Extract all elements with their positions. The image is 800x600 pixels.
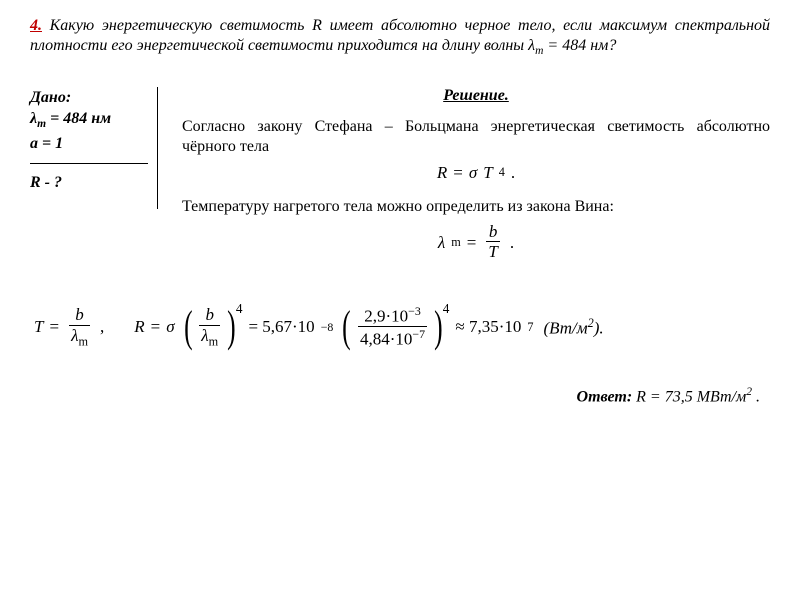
given-title: Дано: <box>30 87 148 109</box>
bl-R: R <box>134 317 144 337</box>
bl-f3-den: 4,84·10−7 <box>358 327 427 350</box>
problem-text-1: Какую энергетическую светимость <box>42 17 312 34</box>
bl-exp1: −8 <box>321 320 334 335</box>
bl-pow4b: 4 <box>443 301 450 317</box>
bl-f1-num: b <box>69 306 90 326</box>
bl-f3-de: −7 <box>412 327 425 341</box>
f1-sigma: σ <box>469 163 477 183</box>
given-divider <box>30 163 148 164</box>
bl-paren1: ( b λm ) 4 <box>181 305 243 349</box>
given-lambda: λm = 484 нм <box>30 108 148 133</box>
answer-dot: . <box>752 388 760 405</box>
bl-f3-na: 2,9·10 <box>364 306 408 325</box>
given-block: Дано: λm = 484 нм a = 1 R - ? <box>30 87 158 195</box>
bl-paren2: ( 2,9·10−3 4,84·10−7 ) 4 <box>339 305 449 350</box>
f1-R: R <box>437 163 447 183</box>
problem-number: 4. <box>30 17 42 34</box>
f2-eq: = <box>467 233 477 253</box>
given-lambda-val: = 484 нм <box>46 110 111 127</box>
bl-eq2: = <box>151 317 161 337</box>
f2-den: T <box>486 242 499 262</box>
solution-para-2: Температуру нагретого тела можно определ… <box>182 197 770 217</box>
bl-f3-da: 4,84·10 <box>360 330 412 349</box>
formula-stefan: R = σ T4 . <box>182 163 770 183</box>
answer-value: R = 73,5 МВт/м <box>636 388 746 405</box>
bl-f2-num: b <box>199 306 220 326</box>
f1-pow: 4 <box>499 165 505 180</box>
f2-sub: m <box>451 235 461 250</box>
bl-expres: 7 <box>527 320 533 335</box>
bl-sigma: σ <box>166 317 174 337</box>
bl-T: T <box>34 317 43 337</box>
bl-f1-den: λm <box>69 326 90 349</box>
bl-unit: (Вт/м2). <box>543 316 603 339</box>
solution-block: Решение. Согласно закону Стефана – Больц… <box>182 87 770 277</box>
given-find: R - ? <box>30 168 148 194</box>
bl-approx: ≈ 7,35·10 <box>455 317 521 337</box>
bl-unit-t: (Вт/м <box>543 319 587 338</box>
f2-frac: b T <box>482 223 503 263</box>
f2-num: b <box>486 223 499 243</box>
problem-text-3: = 484 нм? <box>543 37 616 54</box>
bl-unit-c: ). <box>594 319 604 338</box>
f1-dot: . <box>511 163 515 183</box>
bl-eq1: = <box>49 317 59 337</box>
answer-label: Ответ: <box>577 388 637 405</box>
f2-dot: . <box>510 233 514 253</box>
given-lambda-sub: m <box>37 118 46 130</box>
bl-f2-den: λm <box>199 326 220 349</box>
bl-comma: , <box>100 317 104 337</box>
bl-frac2: b λm <box>195 306 224 349</box>
derivation-line: T = b λm , R = σ ( b λm ) 4 = 5,67·10−8 … <box>30 305 770 350</box>
answer-line: Ответ: R = 73,5 МВт/м2 . <box>30 386 770 406</box>
bl-eq3: = 5,67·10 <box>248 317 314 337</box>
formula-wien: λm = b T . <box>182 223 770 263</box>
bl-f3-ne: −3 <box>408 304 421 318</box>
f2-lambda: λ <box>438 233 445 253</box>
bl-f3-num: 2,9·10−3 <box>358 305 427 327</box>
given-a: a = 1 <box>30 133 148 155</box>
solution-para-1: Согласно закону Стефана – Больцмана энер… <box>182 117 770 157</box>
bl-f2-den-l: λ <box>201 326 208 345</box>
problem-statement: 4. Какую энергетическую светимость R име… <box>30 16 770 59</box>
bl-frac1: b λm <box>65 306 94 349</box>
var-R: R <box>312 17 322 34</box>
f1-T: T <box>483 163 492 183</box>
bl-pow4a: 4 <box>236 301 243 317</box>
bl-f2-den-s: m <box>209 334 219 348</box>
bl-f1-den-s: m <box>78 334 88 348</box>
solution-title: Решение. <box>182 87 770 105</box>
bl-frac3: 2,9·10−3 4,84·10−7 <box>354 305 431 350</box>
f1-eq: = <box>453 163 463 183</box>
